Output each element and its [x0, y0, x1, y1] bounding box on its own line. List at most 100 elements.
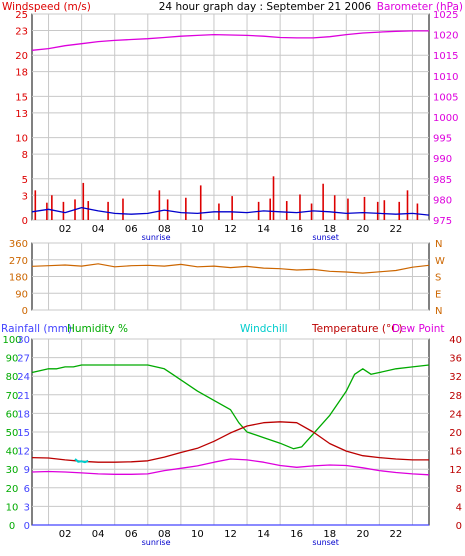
- humidity-axis-title: Humidity %: [67, 323, 128, 335]
- windchill-line: [74, 458, 89, 464]
- windspeed-tick-label: 10: [15, 134, 28, 145]
- x-tick-label: 06: [125, 529, 138, 540]
- barometer-tick-label: 1000: [433, 113, 458, 124]
- humidity-line: [31, 364, 430, 450]
- x-tick-label: 02: [59, 529, 72, 540]
- sunrise-label: sunrise: [142, 233, 171, 242]
- x-tick-label: 22: [390, 224, 403, 235]
- barometer-tick-label: 1005: [433, 92, 458, 103]
- x-tick-label: 06: [125, 224, 138, 235]
- temperature-axis-title: Temperature (°C): [311, 323, 403, 335]
- humidity-tick-label: 0: [9, 521, 15, 532]
- humidity-tick-label: 80: [6, 372, 19, 383]
- rainfall-tick-label: 0: [24, 521, 30, 532]
- graph-title: 24 hour graph day : September 21 2006: [159, 1, 372, 13]
- data-layer: [31, 30, 430, 526]
- x-tick-label: 16: [290, 224, 303, 235]
- rainfall-tick-label: 27: [17, 354, 30, 365]
- sunset-label: sunset: [312, 233, 339, 242]
- temperature-tick-label: 28: [449, 391, 462, 402]
- x-tick-label: 16: [290, 529, 303, 540]
- windspeed-tick-label: 3: [22, 191, 28, 202]
- compass-label: N: [435, 306, 442, 317]
- x-tick-label: 10: [191, 224, 204, 235]
- temperature-tick-label: 0: [456, 521, 462, 532]
- temperature-tick-label: 20: [449, 428, 462, 439]
- barometer-tick-label: 1015: [433, 51, 458, 62]
- humidity-tick-label: 90: [6, 354, 19, 365]
- rainfall-tick-label: 12: [17, 447, 30, 458]
- windspeed-tick-label: 20: [15, 51, 28, 62]
- x-tick-label: 04: [92, 224, 105, 235]
- barometer-tick-label: 995: [433, 134, 452, 145]
- windspeed-tick-label: 13: [15, 109, 28, 120]
- x-tick-label: 04: [92, 529, 105, 540]
- temperature-tick-label: 8: [456, 484, 462, 495]
- rainfall-tick-label: 18: [17, 409, 30, 420]
- compass-label: N: [435, 239, 442, 250]
- x-tick-label: 02: [59, 224, 72, 235]
- barometer-tick-label: 985: [433, 175, 452, 186]
- x-tick-label: 18: [323, 224, 336, 235]
- windspeed-tick-label: 25: [15, 10, 28, 21]
- x-tick-label: 22: [390, 529, 403, 540]
- direction-tick-label: 180: [9, 273, 28, 284]
- direction-tick-label: 360: [9, 239, 28, 250]
- windspeed-tick-label: 23: [15, 26, 28, 37]
- humidity-tick-label: 10: [6, 502, 19, 513]
- barometer-tick-label: 975: [433, 216, 452, 227]
- compass-label: S: [435, 273, 441, 284]
- rainfall-tick-label: 30: [17, 335, 30, 346]
- temperature-tick-label: 32: [449, 372, 462, 383]
- humidity-tick-label: 60: [6, 409, 19, 420]
- wind-direction-line: [31, 263, 430, 274]
- x-tick-label: 14: [257, 224, 270, 235]
- windspeed-axis-title: Windspeed (m/s): [2, 1, 91, 13]
- windspeed-tick-label: 18: [15, 68, 28, 79]
- barometer-axis-title: Barometer (hPa): [377, 1, 463, 13]
- barometer-tick-label: 1020: [433, 31, 458, 42]
- temperature-line: [31, 421, 429, 463]
- windspeed-tick-label: 8: [22, 150, 28, 161]
- temperature-tick-label: 36: [449, 354, 462, 365]
- barometer-line: [31, 30, 429, 51]
- rainfall-tick-label: 6: [24, 484, 30, 495]
- barometer-tick-label: 980: [433, 195, 452, 206]
- rainfall-tick-label: 3: [24, 502, 30, 513]
- humidity-tick-label: 50: [6, 428, 19, 439]
- x-tick-label: 20: [356, 224, 369, 235]
- humidity-tick-label: 30: [6, 465, 19, 476]
- temperature-tick-label: 40: [449, 335, 462, 346]
- windspeed-tick-label: 5: [22, 175, 28, 186]
- dewpoint-legend-label: Dew Point: [392, 323, 445, 335]
- sunset-label: sunset: [312, 538, 339, 547]
- windspeed-average-line: [31, 206, 430, 216]
- humidity-tick-label: 20: [6, 484, 19, 495]
- barometer-tick-label: 1025: [433, 10, 458, 21]
- x-tick-label: 20: [356, 529, 369, 540]
- windchill-legend-label: Windchill: [240, 323, 288, 335]
- sunrise-label: sunrise: [142, 538, 171, 547]
- x-tick-label: 10: [191, 529, 204, 540]
- x-tick-label: 08: [158, 529, 171, 540]
- x-tick-label: 12: [224, 529, 237, 540]
- temperature-tick-label: 4: [456, 502, 462, 513]
- x-tick-label: 18: [323, 529, 336, 540]
- barometer-tick-label: 1010: [433, 72, 458, 83]
- humidity-tick-label: 100: [2, 335, 21, 346]
- x-tick-label: 08: [158, 224, 171, 235]
- compass-label: E: [435, 289, 441, 300]
- humidity-tick-label: 70: [6, 391, 19, 402]
- direction-tick-label: 270: [9, 256, 28, 267]
- direction-tick-label: 0: [22, 306, 28, 317]
- temperature-tick-label: 16: [449, 447, 462, 458]
- rainfall-tick-label: 15: [17, 428, 30, 439]
- barometer-tick-label: 990: [433, 154, 452, 165]
- windspeed-tick-label: 15: [15, 92, 28, 103]
- humidity-tick-label: 40: [6, 447, 19, 458]
- rainfall-tick-label: 9: [24, 465, 30, 476]
- dewpoint-line: [31, 458, 430, 476]
- temperature-tick-label: 24: [449, 409, 462, 420]
